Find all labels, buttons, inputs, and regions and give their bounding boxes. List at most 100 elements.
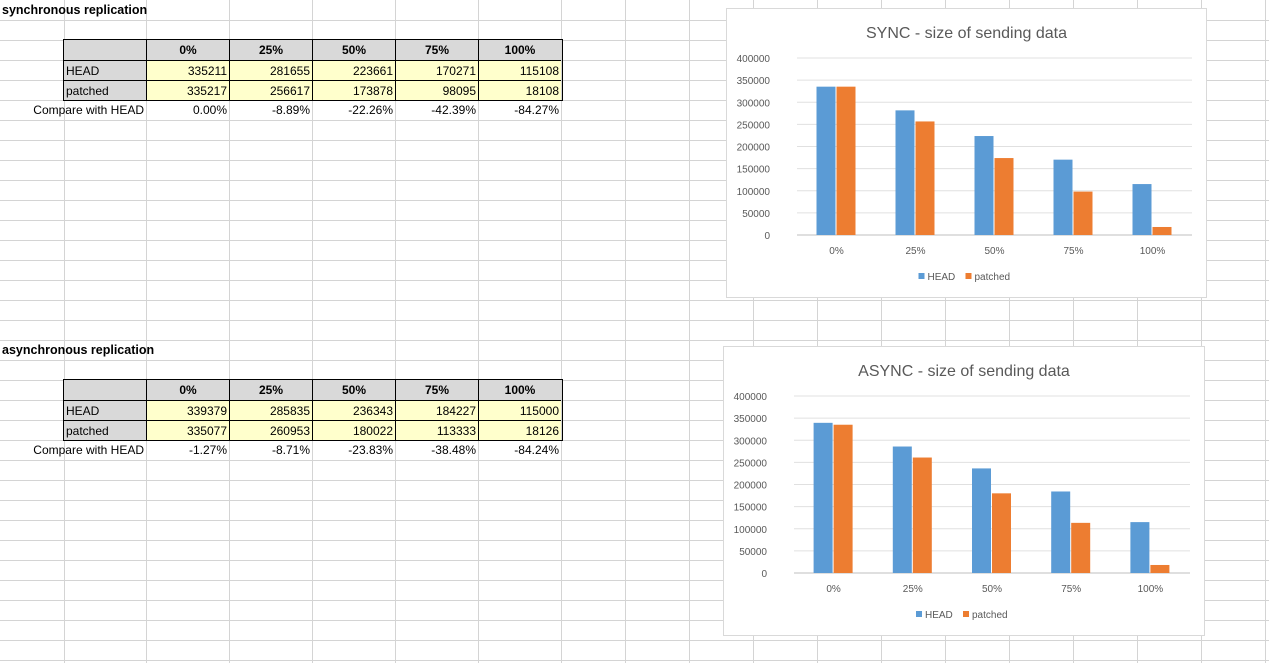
x-tick-label: 0% — [826, 584, 841, 595]
y-tick-label: 300000 — [734, 436, 768, 447]
legend-label: HEAD — [925, 610, 953, 621]
bar-patched — [1150, 564, 1170, 573]
y-tick-label: 300000 — [737, 98, 771, 109]
bar-patched — [1152, 226, 1172, 235]
x-tick-label: 75% — [1063, 246, 1083, 257]
column-header[interactable]: 25% — [229, 380, 312, 400]
row-label[interactable]: patched — [64, 420, 146, 440]
value-cell[interactable]: 184227 — [395, 400, 478, 420]
column-header[interactable]: 0% — [146, 380, 229, 400]
y-tick-label: 400000 — [734, 392, 768, 403]
bar-patched — [994, 158, 1014, 235]
value-cell[interactable]: 173878 — [312, 80, 395, 100]
value-cell[interactable]: 98095 — [395, 80, 478, 100]
y-tick-label: 400000 — [737, 54, 771, 65]
value-cell[interactable]: 281655 — [229, 60, 312, 80]
y-tick-label: 250000 — [734, 458, 768, 469]
value-cell[interactable]: 260953 — [229, 420, 312, 440]
column-header[interactable]: 50% — [312, 40, 395, 60]
y-tick-label: 350000 — [734, 414, 768, 425]
sync-chart[interactable]: SYNC - size of sending data 0 50000 100000 1… — [726, 8, 1207, 298]
value-cell[interactable]: 115000 — [478, 400, 561, 420]
value-cell[interactable]: 113333 — [395, 420, 478, 440]
compare-cell[interactable]: -8.71% — [271, 443, 310, 457]
column-header[interactable]: 100% — [478, 40, 561, 60]
compare-label[interactable]: Compare with HEAD — [33, 443, 144, 457]
bar-head — [895, 110, 915, 235]
column-header[interactable]: 25% — [229, 40, 312, 60]
compare-label[interactable]: Compare with HEAD — [33, 103, 144, 117]
y-tick-label: 350000 — [737, 76, 771, 87]
x-tick-label: 25% — [905, 246, 925, 257]
row-label[interactable]: HEAD — [64, 400, 146, 420]
table-corner-cell[interactable] — [64, 380, 146, 400]
value-cell[interactable]: 335211 — [146, 60, 229, 80]
column-header[interactable]: 75% — [395, 380, 478, 400]
bar-head — [1051, 491, 1071, 573]
compare-cell[interactable]: -42.39% — [431, 103, 476, 117]
legend-swatch-patched — [963, 611, 969, 617]
value-cell[interactable]: 18108 — [478, 80, 561, 100]
bar-head — [974, 136, 994, 235]
sync-table-border — [63, 39, 563, 101]
row-label[interactable]: HEAD — [64, 60, 146, 80]
x-tick-label: 50% — [982, 584, 1002, 595]
value-cell[interactable]: 335217 — [146, 80, 229, 100]
compare-cell[interactable]: -1.27% — [188, 443, 227, 457]
bar-patched — [915, 121, 935, 235]
y-tick-label: 0 — [764, 231, 770, 242]
column-header[interactable]: 0% — [146, 40, 229, 60]
value-cell[interactable]: 223661 — [312, 60, 395, 80]
bar-patched — [1073, 191, 1093, 235]
value-cell[interactable]: 339379 — [146, 400, 229, 420]
compare-cell[interactable]: -8.89% — [271, 103, 310, 117]
x-tick-label: 25% — [903, 584, 923, 595]
y-tick-label: 100000 — [737, 187, 771, 198]
y-tick-label: 200000 — [734, 481, 768, 492]
value-cell[interactable]: 236343 — [312, 400, 395, 420]
y-tick-label: 50000 — [739, 547, 767, 558]
compare-cell[interactable]: -38.48% — [431, 443, 476, 457]
bar-head — [1053, 159, 1073, 235]
bar-head — [813, 422, 833, 573]
async-chart[interactable]: ASYNC - size of sending data 0 50000 100000… — [723, 346, 1205, 636]
x-tick-label: 100% — [1138, 584, 1164, 595]
column-header[interactable]: 50% — [312, 380, 395, 400]
y-tick-label: 100000 — [734, 525, 768, 536]
y-tick-label: 150000 — [734, 503, 768, 514]
column-header[interactable]: 100% — [478, 380, 561, 400]
compare-cell[interactable]: -22.26% — [348, 103, 393, 117]
y-tick-label: 50000 — [742, 209, 770, 220]
legend-label: patched — [972, 610, 1008, 621]
compare-cell[interactable]: -84.27% — [514, 103, 559, 117]
table-corner-cell[interactable] — [64, 40, 146, 60]
row-label[interactable]: patched — [64, 80, 146, 100]
value-cell[interactable]: 285835 — [229, 400, 312, 420]
bar-patched — [912, 457, 932, 573]
x-tick-label: 50% — [984, 246, 1004, 257]
column-header[interactable]: 75% — [395, 40, 478, 60]
async-table-border — [63, 379, 563, 441]
x-tick-label: 0% — [829, 246, 844, 257]
y-tick-label: 150000 — [737, 165, 771, 176]
value-cell[interactable]: 335077 — [146, 420, 229, 440]
y-tick-label: 200000 — [737, 143, 771, 154]
value-cell[interactable]: 256617 — [229, 80, 312, 100]
compare-cell[interactable]: -23.83% — [348, 443, 393, 457]
chart-title: ASYNC - size of sending data — [858, 363, 1070, 380]
compare-cell[interactable]: -84.24% — [514, 443, 559, 457]
value-cell[interactable]: 115108 — [478, 60, 561, 80]
bar-head — [892, 446, 912, 573]
value-cell[interactable]: 180022 — [312, 420, 395, 440]
legend-swatch-head — [916, 611, 922, 617]
bar-head — [816, 86, 836, 236]
value-cell[interactable]: 170271 — [395, 60, 478, 80]
bar-patched — [833, 424, 853, 573]
value-cell[interactable]: 18126 — [478, 420, 561, 440]
legend-swatch-patched — [965, 273, 972, 279]
bar-head — [1132, 184, 1152, 235]
async-section-title: asynchronous replication — [2, 343, 155, 357]
compare-cell[interactable]: 0.00% — [192, 103, 227, 117]
bar-patched — [836, 86, 856, 236]
bar-patched — [1071, 522, 1091, 573]
